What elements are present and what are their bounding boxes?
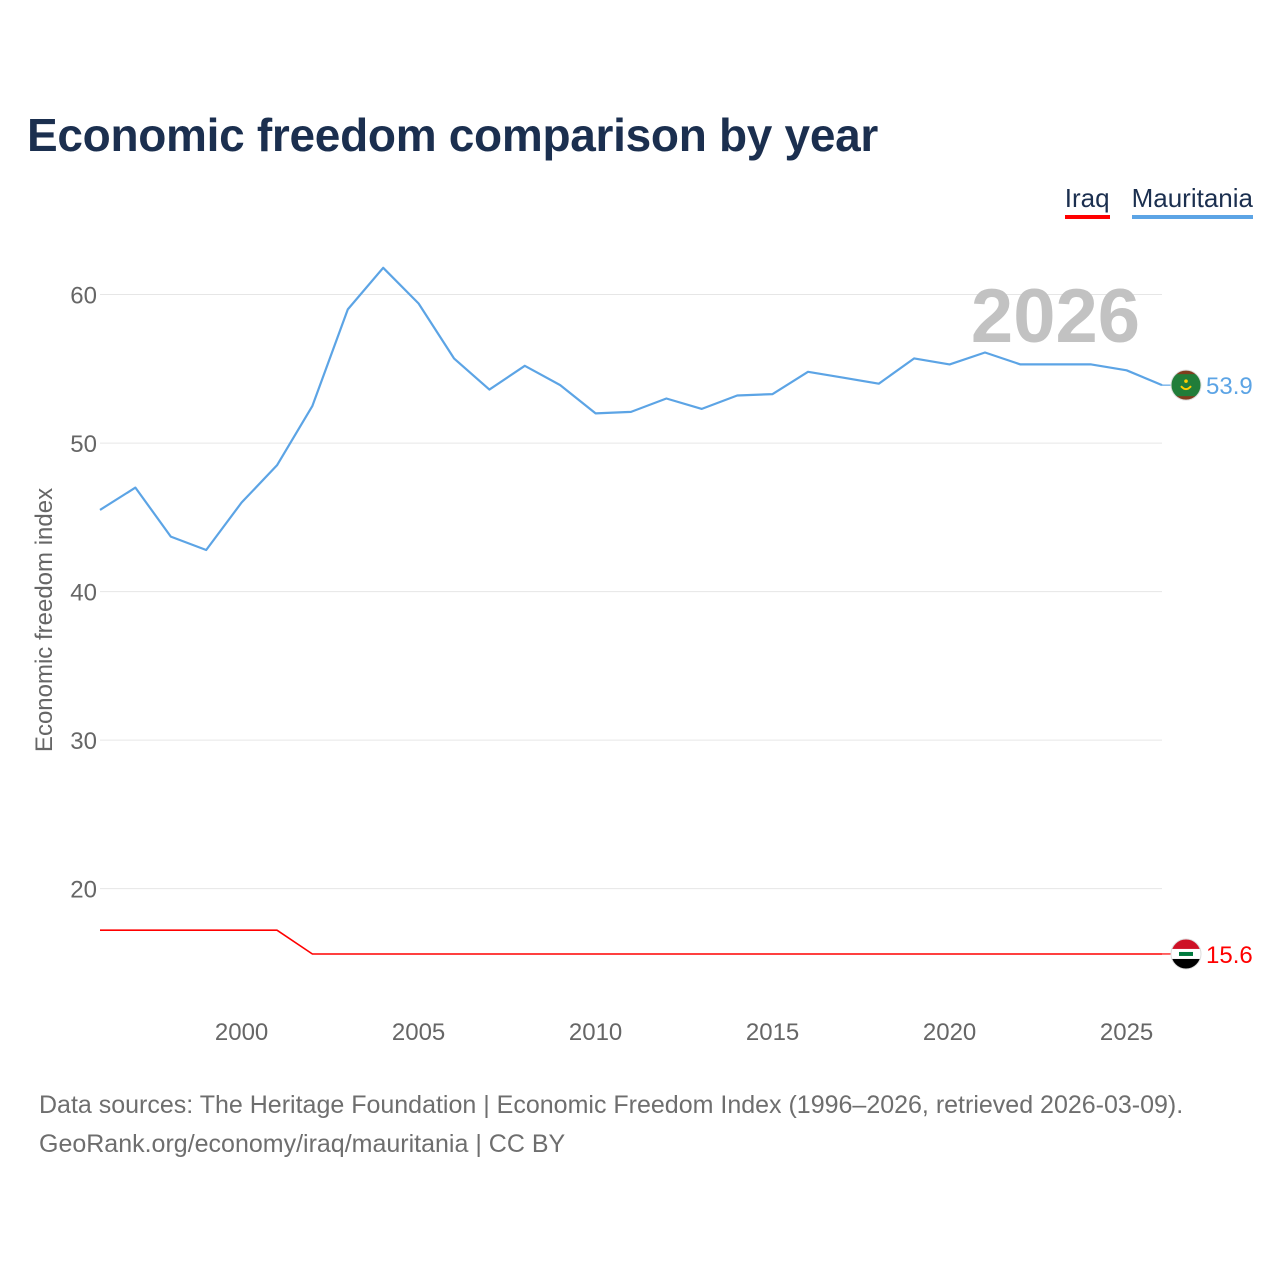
data-point-mauritania-1998 (169, 535, 173, 539)
data-point-iraq-2007 (487, 952, 491, 956)
year-watermark: 2026 (971, 274, 1140, 359)
data-point-mauritania-2025 (1125, 368, 1129, 372)
data-point-mauritania-2005 (417, 301, 421, 305)
attribution-text: GeoRank.org/economy/iraq/mauritania | CC… (39, 1130, 566, 1158)
data-point-mauritania-2001 (275, 463, 279, 467)
data-point-iraq-2008 (523, 952, 527, 956)
data-point-iraq-2010 (594, 952, 598, 956)
data-point-iraq-2001 (275, 928, 279, 932)
data-point-mauritania-2024 (1089, 362, 1093, 366)
data-point-iraq-1998 (169, 928, 173, 932)
data-point-mauritania-2012 (664, 397, 668, 401)
data-point-mauritania-1997 (133, 486, 137, 490)
data-point-mauritania-2006 (452, 356, 456, 360)
data-point-iraq-2000 (240, 928, 244, 932)
legend: Iraq Mauritania (1064, 183, 1253, 219)
data-point-iraq-2003 (346, 952, 350, 956)
data-point-iraq-2002 (310, 952, 314, 956)
chart-title: Economic freedom comparison by year (27, 109, 878, 161)
y-tick-label-60: 60 (70, 283, 97, 310)
data-point-iraq-1996 (98, 928, 102, 932)
data-point-mauritania-2014 (735, 394, 739, 398)
data-point-mauritania-2004 (381, 266, 385, 270)
data-point-mauritania-2002 (310, 404, 314, 408)
data-point-iraq-2004 (381, 952, 385, 956)
data-point-mauritania-2015 (771, 392, 775, 396)
data-point-iraq-2014 (735, 952, 739, 956)
data-point-mauritania-2010 (594, 411, 598, 415)
mauritania-flag-icon (1170, 369, 1202, 401)
data-point-iraq-2009 (558, 952, 562, 956)
data-point-iraq-2016 (806, 952, 810, 956)
data-point-mauritania-1999 (204, 548, 208, 552)
data-point-mauritania-2011 (629, 410, 633, 414)
legend-item-mauritania[interactable]: Mauritania (1131, 183, 1253, 219)
series-line-iraq (100, 929, 1162, 955)
y-tick-label-40: 40 (70, 580, 97, 607)
data-point-mauritania-2013 (700, 407, 704, 411)
y-tick-label-20: 20 (70, 877, 97, 904)
data-point-mauritania-2018 (877, 382, 881, 386)
data-point-iraq-2015 (771, 952, 775, 956)
end-label-mauritania: 53.9 (1206, 373, 1253, 400)
data-point-mauritania-2017 (841, 376, 845, 380)
data-point-iraq-2023 (1054, 952, 1058, 956)
data-point-mauritania-1996 (98, 508, 102, 512)
x-tick-label-2005: 2005 (392, 1019, 445, 1046)
y-tick-label-50: 50 (70, 431, 97, 458)
data-point-mauritania-2016 (806, 370, 810, 374)
data-point-mauritania-2007 (487, 388, 491, 392)
data-point-iraq-2012 (664, 952, 668, 956)
data-point-iraq-2022 (1018, 952, 1022, 956)
data-point-mauritania-2023 (1054, 362, 1058, 366)
y-tick-label-30: 30 (70, 728, 97, 755)
x-tick-label-2025: 2025 (1100, 1019, 1153, 1046)
x-tick-label-2010: 2010 (569, 1019, 622, 1046)
data-point-iraq-2025 (1125, 952, 1129, 956)
x-tick-label-2015: 2015 (746, 1019, 799, 1046)
data-point-iraq-2024 (1089, 952, 1093, 956)
data-point-iraq-2011 (629, 952, 633, 956)
y-axis-title: Economic freedom index (31, 488, 58, 752)
data-point-mauritania-2000 (240, 500, 244, 504)
data-point-mauritania-2020 (948, 362, 952, 366)
data-sources-text: Data sources: The Heritage Foundation | … (39, 1091, 1184, 1119)
data-point-iraq-2020 (948, 952, 952, 956)
data-point-iraq-2005 (417, 952, 421, 956)
data-point-iraq-1999 (204, 928, 208, 932)
data-point-iraq-2021 (983, 952, 987, 956)
data-point-iraq-2019 (912, 952, 916, 956)
x-tick-label-2000: 2000 (215, 1019, 268, 1046)
legend-item-iraq[interactable]: Iraq (1064, 183, 1110, 219)
data-point-iraq-2013 (700, 952, 704, 956)
end-label-iraq: 15.6 (1206, 942, 1253, 969)
x-tick-label-2020: 2020 (923, 1019, 976, 1046)
data-point-mauritania-2003 (346, 307, 350, 311)
footer: Data sources: The Heritage Foundation | … (39, 1086, 1183, 1164)
data-point-iraq-2006 (452, 952, 456, 956)
data-point-mauritania-2019 (912, 356, 916, 360)
data-point-iraq-2017 (841, 952, 845, 956)
data-point-iraq-1997 (133, 928, 137, 932)
data-point-mauritania-2021 (983, 350, 987, 354)
data-point-mauritania-2009 (558, 383, 562, 387)
data-point-mauritania-2022 (1018, 362, 1022, 366)
iraq-flag-icon (1170, 938, 1202, 970)
series-line-mauritania (99, 266, 1163, 552)
data-point-iraq-2018 (877, 952, 881, 956)
data-point-mauritania-2008 (523, 364, 527, 368)
